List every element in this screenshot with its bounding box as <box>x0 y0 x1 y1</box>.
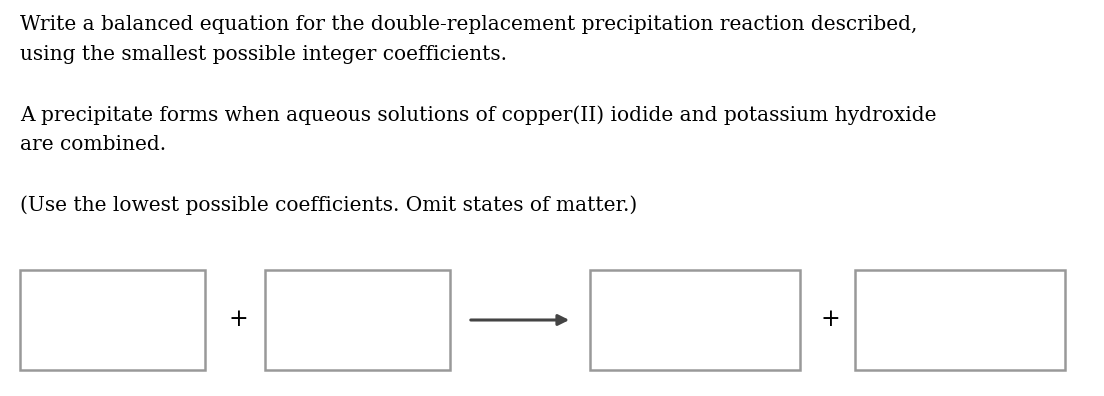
Text: Write a balanced equation for the double-replacement precipitation reaction desc: Write a balanced equation for the double… <box>20 15 917 34</box>
Text: are combined.: are combined. <box>20 135 166 154</box>
Text: +: + <box>229 308 248 331</box>
Bar <box>590 270 800 370</box>
Text: (Use the lowest possible coefficients. Omit states of matter.): (Use the lowest possible coefficients. O… <box>20 195 637 215</box>
Text: A precipitate forms when aqueous solutions of copper(II) iodide and potassium hy: A precipitate forms when aqueous solutio… <box>20 105 936 125</box>
Text: +: + <box>820 308 840 331</box>
Bar <box>854 270 1065 370</box>
Bar <box>20 270 205 370</box>
Bar <box>265 270 450 370</box>
Text: using the smallest possible integer coefficients.: using the smallest possible integer coef… <box>20 45 507 64</box>
